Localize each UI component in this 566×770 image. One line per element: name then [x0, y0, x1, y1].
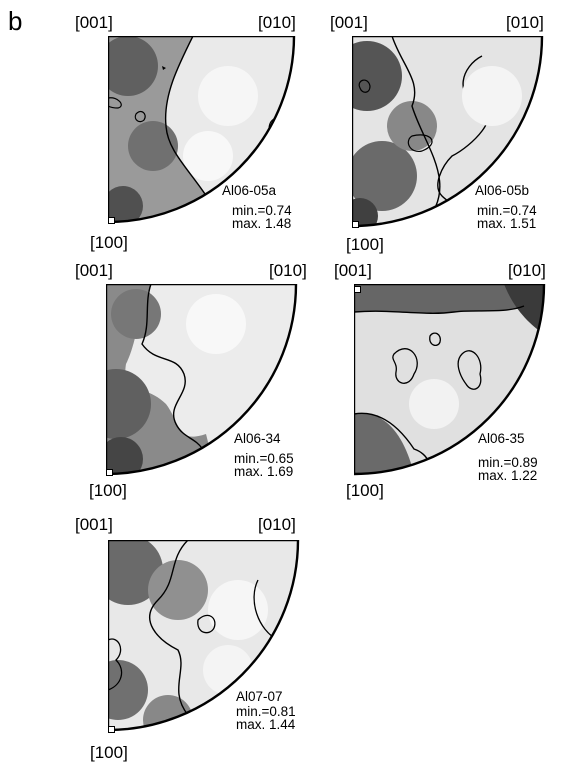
pole-marker: [106, 469, 113, 476]
pole-figure-plot: [108, 540, 300, 732]
pole-figure-plot: [106, 284, 298, 476]
max-value: max. 1.22: [478, 468, 538, 483]
min-value: min.=0.74: [477, 203, 537, 218]
corner-label-001: [001]: [75, 13, 113, 32]
pole-marker: [354, 286, 361, 293]
min-value: min.=0.65: [234, 451, 294, 466]
min-value: min.=0.81: [236, 704, 296, 719]
corner-label-001: [001]: [75, 261, 113, 280]
figure-label: b: [8, 6, 23, 36]
max-value: max. 1.44: [236, 717, 296, 732]
corner-label-010: [010]: [508, 261, 546, 280]
corner-label-100: [100]: [346, 481, 384, 500]
corner-label-001: [001]: [330, 13, 368, 32]
sample-name: Al06-05a: [222, 183, 277, 198]
corner-label-100: [100]: [90, 233, 128, 252]
sample-name: Al06-35: [478, 431, 525, 446]
sample-name: Al06-05b: [475, 183, 530, 198]
pole-figure-plot: [108, 36, 296, 224]
pole-marker: [108, 726, 115, 733]
corner-label-010: [010]: [258, 515, 296, 534]
corner-label-001: [001]: [75, 515, 113, 534]
pole-marker: [108, 217, 115, 224]
corner-label-100: [100]: [346, 235, 384, 254]
corner-label-010: [010]: [506, 13, 544, 32]
sample-name: Al06-34: [234, 431, 281, 446]
sample-name: Al07-07: [236, 689, 283, 704]
corner-label-001: [001]: [334, 261, 372, 280]
pole-figure-plot: [354, 284, 546, 476]
min-value: min.=0.74: [232, 203, 292, 218]
max-value: max. 1.48: [232, 216, 292, 231]
corner-label-010: [010]: [269, 261, 307, 280]
max-value: max. 1.51: [477, 216, 537, 231]
corner-label-010: [010]: [258, 13, 296, 32]
corner-label-100: [100]: [90, 743, 128, 762]
max-value: max. 1.69: [234, 464, 294, 479]
min-value: min.=0.89: [478, 455, 538, 470]
pole-figure-plot: [352, 36, 544, 228]
pole-marker: [352, 221, 359, 228]
corner-label-100: [100]: [89, 481, 127, 500]
